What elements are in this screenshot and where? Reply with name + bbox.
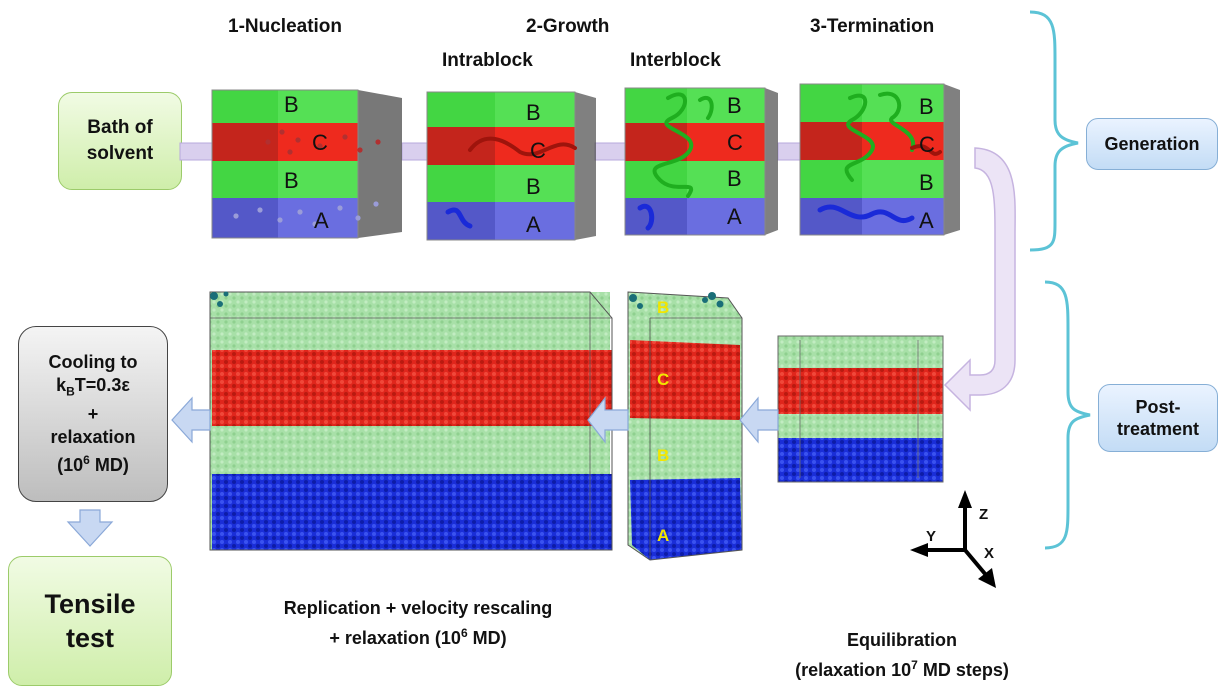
post-treatment-line1: Post- (1135, 397, 1181, 417)
stage-growth-label: 2-Growth (526, 16, 610, 37)
bath-of-solvent-box: Bath of solvent (58, 92, 182, 190)
intrablock-label-b-bottom: B (526, 174, 541, 199)
tensile-line2: test (65, 623, 114, 653)
termination-label-b-top: B (919, 94, 934, 119)
post-treatment-phase-box: Post-treatment (1098, 384, 1218, 452)
equilibration-line2: (relaxation 107 MD steps) (795, 658, 1009, 680)
nucleation-label-b-top: B (284, 92, 299, 117)
column-label-c: C (657, 370, 670, 389)
axis-z-label: Z (979, 506, 989, 523)
termination-label-b-bottom: B (919, 170, 934, 195)
intrablock-label-b-top: B (526, 100, 541, 125)
replication-caption: Replication + velocity rescaling + relax… (228, 596, 608, 651)
interblock-label-b-bottom: B (727, 166, 742, 191)
interblock-label: Interblock (630, 50, 721, 71)
equilibration-caption: Equilibration (relaxation 107 MD steps) (762, 628, 1042, 683)
cooling-plus: + (87, 404, 99, 425)
connector-interblock-termination (777, 142, 801, 161)
tensile-test-box: Tensile test (8, 556, 172, 686)
bath-line1: Bath of (87, 117, 153, 138)
equilibration-box (777, 335, 944, 483)
generation-phase-box: Generation (1086, 118, 1218, 170)
equilibration-line1: Equilibration (847, 630, 957, 650)
cooling-line1: Cooling to (48, 351, 138, 372)
replication-line1: Replication + velocity rescaling (283, 598, 553, 618)
nucleation-label-c: C (312, 130, 328, 155)
bath-line2: solvent (86, 143, 154, 164)
arrow-cooling-to-tensile (66, 509, 114, 547)
cooling-md: (106 MD) (57, 453, 129, 476)
cooling-relaxation: relaxation (50, 427, 136, 448)
intrablock-label-a: A (526, 212, 541, 237)
column-label-b-bottom: B (657, 446, 670, 465)
stage-termination-label: 3-Termination (810, 16, 935, 37)
replication-line2: + relaxation (106 MD) (329, 626, 507, 648)
post-treatment-line2: treatment (1116, 419, 1200, 439)
generation-label: Generation (1104, 133, 1200, 154)
connector-intrablock-interblock (594, 142, 626, 161)
arrow-column-to-slab (587, 396, 629, 444)
cooling-box: Cooling to kBT=0.3ε + relaxation (106 MD… (18, 326, 168, 502)
cooling-kbt: kBT=0.3ε (56, 374, 130, 399)
axis-y-label: Y (926, 528, 937, 545)
axis-x-label: X (984, 545, 995, 562)
tensile-line1: Tensile (44, 589, 136, 619)
interblock-label-a: A (727, 204, 742, 229)
termination-label-a: A (919, 208, 934, 233)
interblock-label-c: C (727, 130, 743, 155)
stage-nucleation-label: 1-Nucleation (228, 16, 343, 37)
arrow-slab-to-cooling (171, 396, 211, 444)
connector-nucleation-intrablock (401, 142, 429, 161)
column-label-a: A (657, 526, 670, 545)
connector-bath-nucleation (179, 142, 215, 161)
generation-brace (1029, 10, 1079, 252)
nucleation-box (211, 89, 402, 239)
nucleation-label-a: A (314, 208, 329, 233)
termination-box (799, 83, 960, 236)
interblock-box (624, 87, 778, 236)
axis-triad (910, 490, 996, 588)
post-treatment-brace (1044, 280, 1091, 550)
replicated-column (627, 291, 743, 561)
arrow-equilibration-to-column (739, 396, 779, 444)
intrablock-box (426, 91, 596, 241)
nucleation-label-b-bottom: B (284, 168, 299, 193)
interblock-label-b-top: B (727, 93, 742, 118)
intrablock-label: Intrablock (442, 50, 533, 71)
replicated-slab (209, 291, 613, 551)
curved-arrow-to-equilibration (943, 147, 1016, 412)
intrablock-label-c: C (530, 138, 546, 163)
column-label-b-top: B (657, 298, 670, 317)
termination-label-c: C (919, 132, 935, 157)
